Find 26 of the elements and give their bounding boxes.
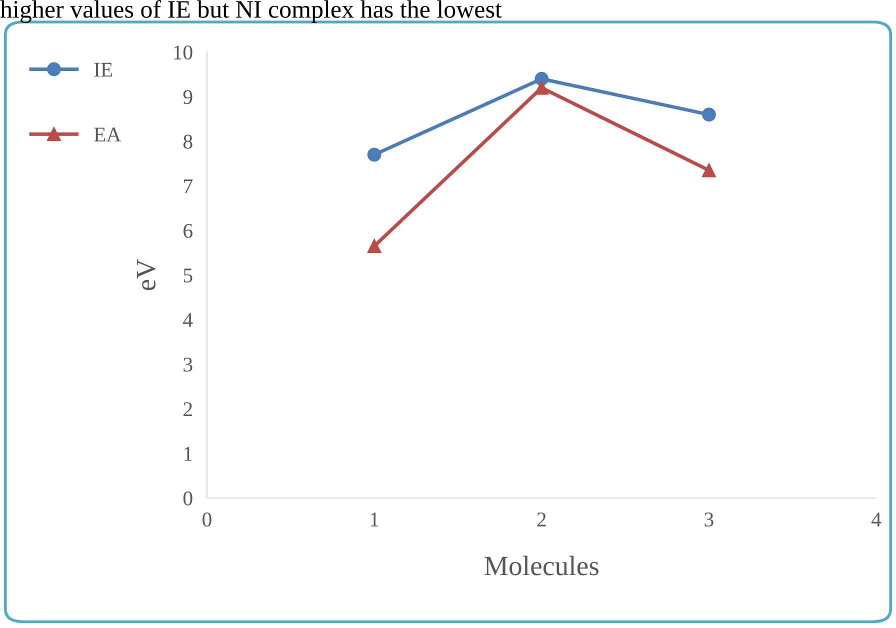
- point: [367, 148, 382, 162]
- y-tick-label: 1: [184, 446, 192, 461]
- x-tick-label: 2: [537, 512, 546, 526]
- legend-label: IE: [94, 62, 112, 77]
- text: higher values of IE but NI complex has the lowest: [0, 0, 502, 23]
- y-tick-label: 5: [184, 268, 192, 282]
- x-tick-label: 0: [202, 512, 212, 527]
- x-tick-label: 3: [704, 512, 714, 527]
- point: [534, 80, 549, 95]
- y-tick-label: 9: [183, 90, 192, 104]
- y-tick-label: 10: [174, 46, 192, 60]
- y-tick-label: 4: [183, 313, 193, 327]
- x-tick-label: 1: [370, 512, 378, 526]
- y-tick-label: 0: [183, 491, 192, 506]
- point: [702, 108, 716, 122]
- legend-label: EA: [94, 128, 122, 142]
- y-tick-label: 8: [183, 134, 192, 149]
- y-tick-label: 3: [184, 358, 192, 372]
- point: [702, 163, 716, 178]
- point: [367, 239, 382, 254]
- y-tick-label: 2: [184, 402, 192, 416]
- y-tick-label: 7: [184, 179, 192, 194]
- y-axis-title: eV: [137, 259, 156, 290]
- x-axis-title: Molecules: [484, 556, 598, 576]
- x-tick-label: 4: [871, 512, 882, 526]
- y-tick-label: 6: [184, 224, 192, 238]
